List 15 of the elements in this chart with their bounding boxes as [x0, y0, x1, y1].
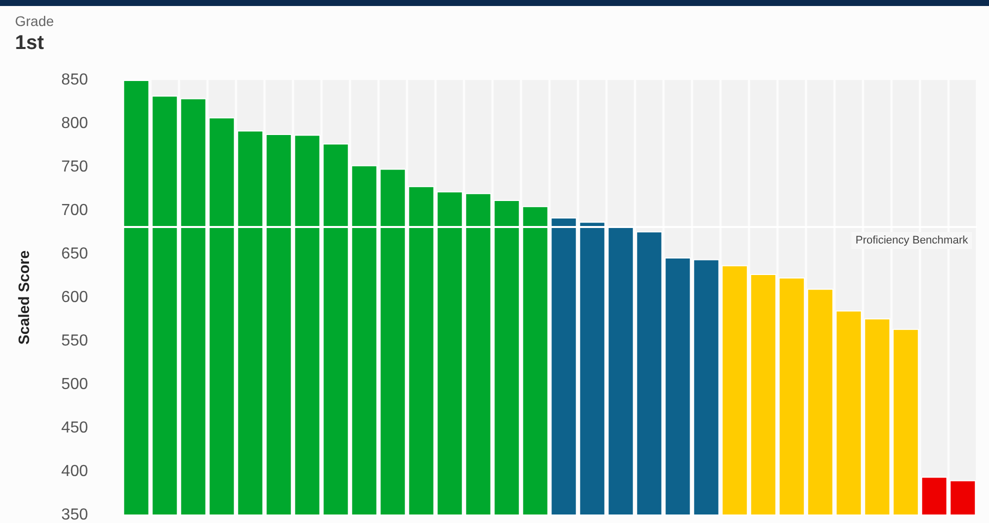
y-tick-label: 850: [61, 72, 88, 88]
y-tick-label: 750: [61, 158, 88, 176]
text: Grade: [15, 13, 54, 29]
y-tick-label: 350: [61, 506, 88, 523]
chart-title: 1st: [15, 32, 44, 54]
y-tick-label: 800: [61, 115, 88, 132]
y-tick-label: 500: [61, 376, 88, 393]
y-tick-label: 450: [61, 420, 88, 436]
y-tick-label: 650: [61, 246, 88, 262]
ref-line-label: Proficiency Benchmark: [856, 234, 968, 247]
y-axis-title: Scaled Score: [16, 250, 33, 345]
y-tick-label: 600: [61, 289, 88, 306]
y-tick-label: 550: [61, 332, 88, 350]
y-tick-label: 700: [61, 202, 88, 219]
y-tick-label: 400: [61, 463, 88, 480]
